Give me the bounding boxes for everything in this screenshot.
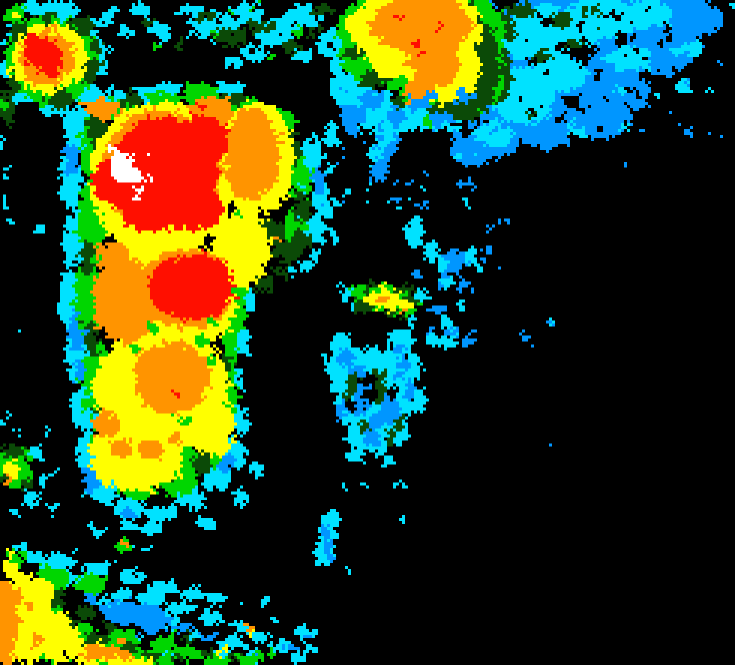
cloud-imagery-canvas	[0, 0, 735, 665]
weather-satellite-view	[0, 0, 735, 665]
